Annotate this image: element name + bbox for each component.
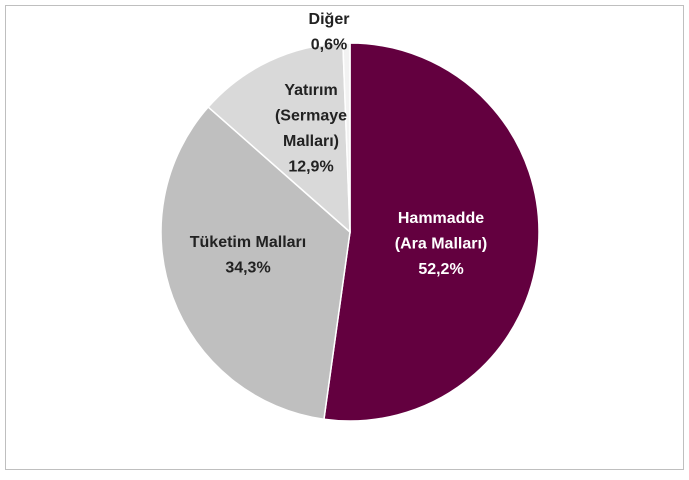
slice-label: Yatırım (284, 82, 337, 99)
pie-slice (160, 105, 351, 421)
value-label: 12,9% (288, 159, 333, 176)
slice-label: Tüketim Malları (190, 234, 306, 251)
pie-slice (207, 42, 351, 234)
value-label: 34,3% (225, 260, 270, 277)
slice-label: (Ara Malları) (395, 236, 487, 253)
slice-label: Malları) (283, 133, 339, 150)
slice-label: Diğer (309, 11, 350, 28)
value-label: 52,2% (418, 261, 463, 278)
pie-slice (342, 42, 351, 233)
slice-label: (Sermaye (275, 108, 347, 125)
slice-label: Hammadde (398, 210, 484, 227)
pie-slice (323, 42, 540, 422)
value-label: 0,6% (311, 37, 347, 54)
